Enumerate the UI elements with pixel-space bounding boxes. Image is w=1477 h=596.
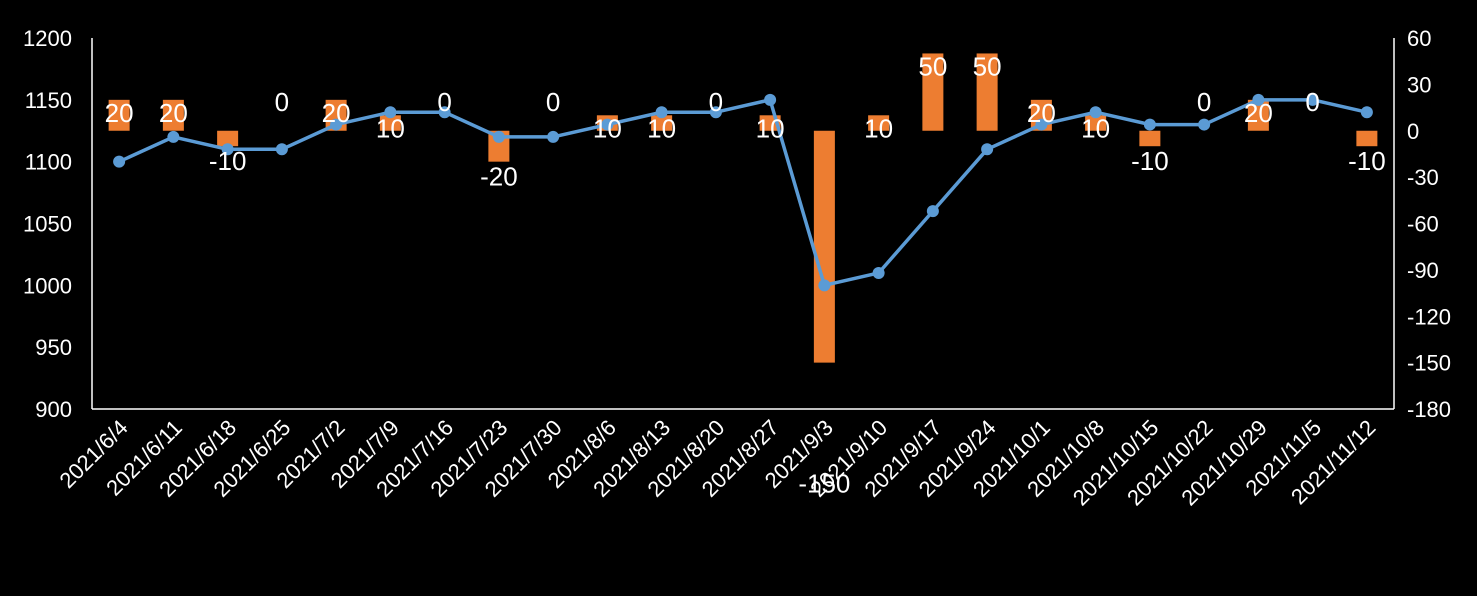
left-tick-label: 900: [35, 397, 72, 422]
bar: [217, 130, 239, 147]
bar: [651, 115, 673, 131]
line-point: [601, 118, 614, 131]
line-point: [167, 130, 180, 143]
line-point: [1360, 106, 1373, 119]
bar-data-label: 20: [1244, 98, 1273, 128]
bar: [1139, 130, 1161, 147]
bar: [1247, 99, 1269, 131]
line-point: [764, 93, 777, 106]
right-tick-label: 0: [1407, 119, 1419, 144]
right-tick-label: 60: [1407, 26, 1431, 51]
line-point: [221, 143, 234, 156]
line-point: [818, 279, 831, 292]
bar-data-label: 0: [275, 87, 289, 117]
line-point: [275, 143, 288, 156]
bar-data-label: 20: [1027, 98, 1056, 128]
line-point: [926, 205, 939, 218]
line-point: [872, 266, 885, 279]
bar: [162, 99, 184, 131]
bar-data-label: 50: [918, 51, 947, 81]
bar: [1356, 130, 1378, 147]
left-tick-label: 1050: [23, 212, 72, 237]
bar-data-label: 0: [437, 87, 451, 117]
bar-data-label: 10: [593, 113, 622, 143]
line-point: [981, 143, 994, 156]
line-point: [113, 155, 126, 168]
bar-data-label: 10: [756, 113, 785, 143]
bar: [108, 99, 130, 131]
line-point: [330, 118, 343, 131]
bar-data-label: -10: [1131, 146, 1169, 176]
right-tick-label: -120: [1407, 304, 1451, 329]
bar-data-label: 0: [1305, 87, 1319, 117]
bar-data-label: -10: [209, 146, 247, 176]
bar-data-label: 10: [376, 113, 405, 143]
line-point: [438, 106, 451, 119]
bar-data-label: 50: [973, 51, 1002, 81]
left-tick-label: 1150: [25, 88, 72, 113]
line-point: [1198, 118, 1211, 131]
bar: [922, 53, 944, 131]
line-point: [1306, 93, 1319, 106]
line-point: [1035, 118, 1048, 131]
bar: [868, 115, 890, 131]
left-tick-label: 1200: [23, 26, 72, 51]
data-labels: 20 20 -10 0 20 10 0 -20 0 10 10 0 10 -150 10 50 50 20 10 -1…: [105, 51, 1386, 498]
axes: 90095010001050110011501200-180-150-120-9…: [23, 26, 1451, 510]
bar-data-label: -10: [1348, 146, 1386, 176]
line-path: [118, 98, 1368, 288]
bar: [976, 53, 998, 131]
line-point: [709, 106, 722, 119]
bar-data-label: 10: [1081, 113, 1110, 143]
bar-data-label: 10: [864, 113, 893, 143]
right-tick-label: 30: [1407, 72, 1431, 97]
line-point: [492, 130, 505, 143]
bar: [813, 130, 835, 363]
bar: [379, 115, 401, 131]
bar-data-label: 0: [709, 87, 723, 117]
left-tick-label: 1000: [23, 273, 72, 298]
bar-data-label: -150: [798, 469, 850, 499]
line-point: [1143, 118, 1156, 131]
bar-data-label: 0: [546, 87, 560, 117]
left-tick-label: 1100: [25, 150, 72, 175]
right-tick-label: -30: [1407, 165, 1439, 190]
bar-series: [108, 53, 1378, 363]
bar-data-label: 20: [322, 98, 351, 128]
line-point: [1252, 93, 1265, 106]
bar-data-label: -20: [480, 162, 518, 192]
right-tick-label: -60: [1407, 212, 1439, 237]
line-point: [1089, 106, 1102, 119]
bar-data-label: 20: [105, 98, 134, 128]
line-series: [113, 93, 1373, 292]
line-point: [384, 106, 397, 119]
right-tick-label: -90: [1407, 258, 1439, 283]
bar-data-label: 20: [159, 98, 188, 128]
line-point: [547, 130, 560, 143]
right-tick-label: -180: [1407, 397, 1451, 422]
bar: [1085, 115, 1107, 131]
right-tick-label: -150: [1407, 351, 1451, 376]
line-point: [655, 106, 668, 119]
left-tick-label: 950: [35, 335, 72, 360]
bar-data-label: 10: [647, 113, 676, 143]
bar-data-label: 0: [1197, 87, 1211, 117]
